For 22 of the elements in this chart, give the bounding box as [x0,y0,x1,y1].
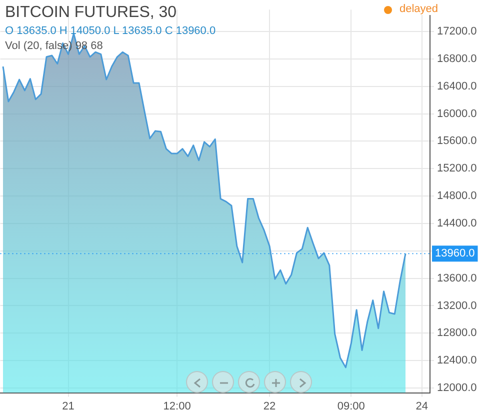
y-tick-label: 16800.0 [437,52,477,65]
x-tick-label: 24 [416,400,428,412]
annotation: delayed [397,3,440,15]
y-tick-label: 16000.0 [437,108,477,120]
y-tick-label: 12000.0 [437,382,477,394]
y-tick-label: 14800.0 [437,190,477,202]
y-tick-label: 16400.0 [437,80,477,92]
y-tick-label: 14400.0 [437,218,477,230]
y-tick-label: 15200.0 [437,162,477,175]
y-tick-label: 13200.0 [437,300,477,312]
x-tick-label: 21 [62,400,74,412]
y-tick-label: 12800.0 [437,327,477,340]
x-tick-label: 09:00 [337,400,365,412]
y-tick-label: 15600.0 [437,135,477,148]
y-tick-label: 12400.0 [437,354,477,367]
text: O 13635.0 H 14050.0 L 13635.0 C 13960.0 [5,25,216,37]
chart-title: BITCOIN FUTURES, 30 [5,4,177,22]
y-tick-label: 17200.0 [437,26,477,38]
ref-line-label: 13960.0 [435,248,475,260]
x-tick-label: 22 [263,400,276,412]
y-tick-label: 13600.0 [437,272,477,284]
x-tick-label: 12:00 [163,400,191,412]
